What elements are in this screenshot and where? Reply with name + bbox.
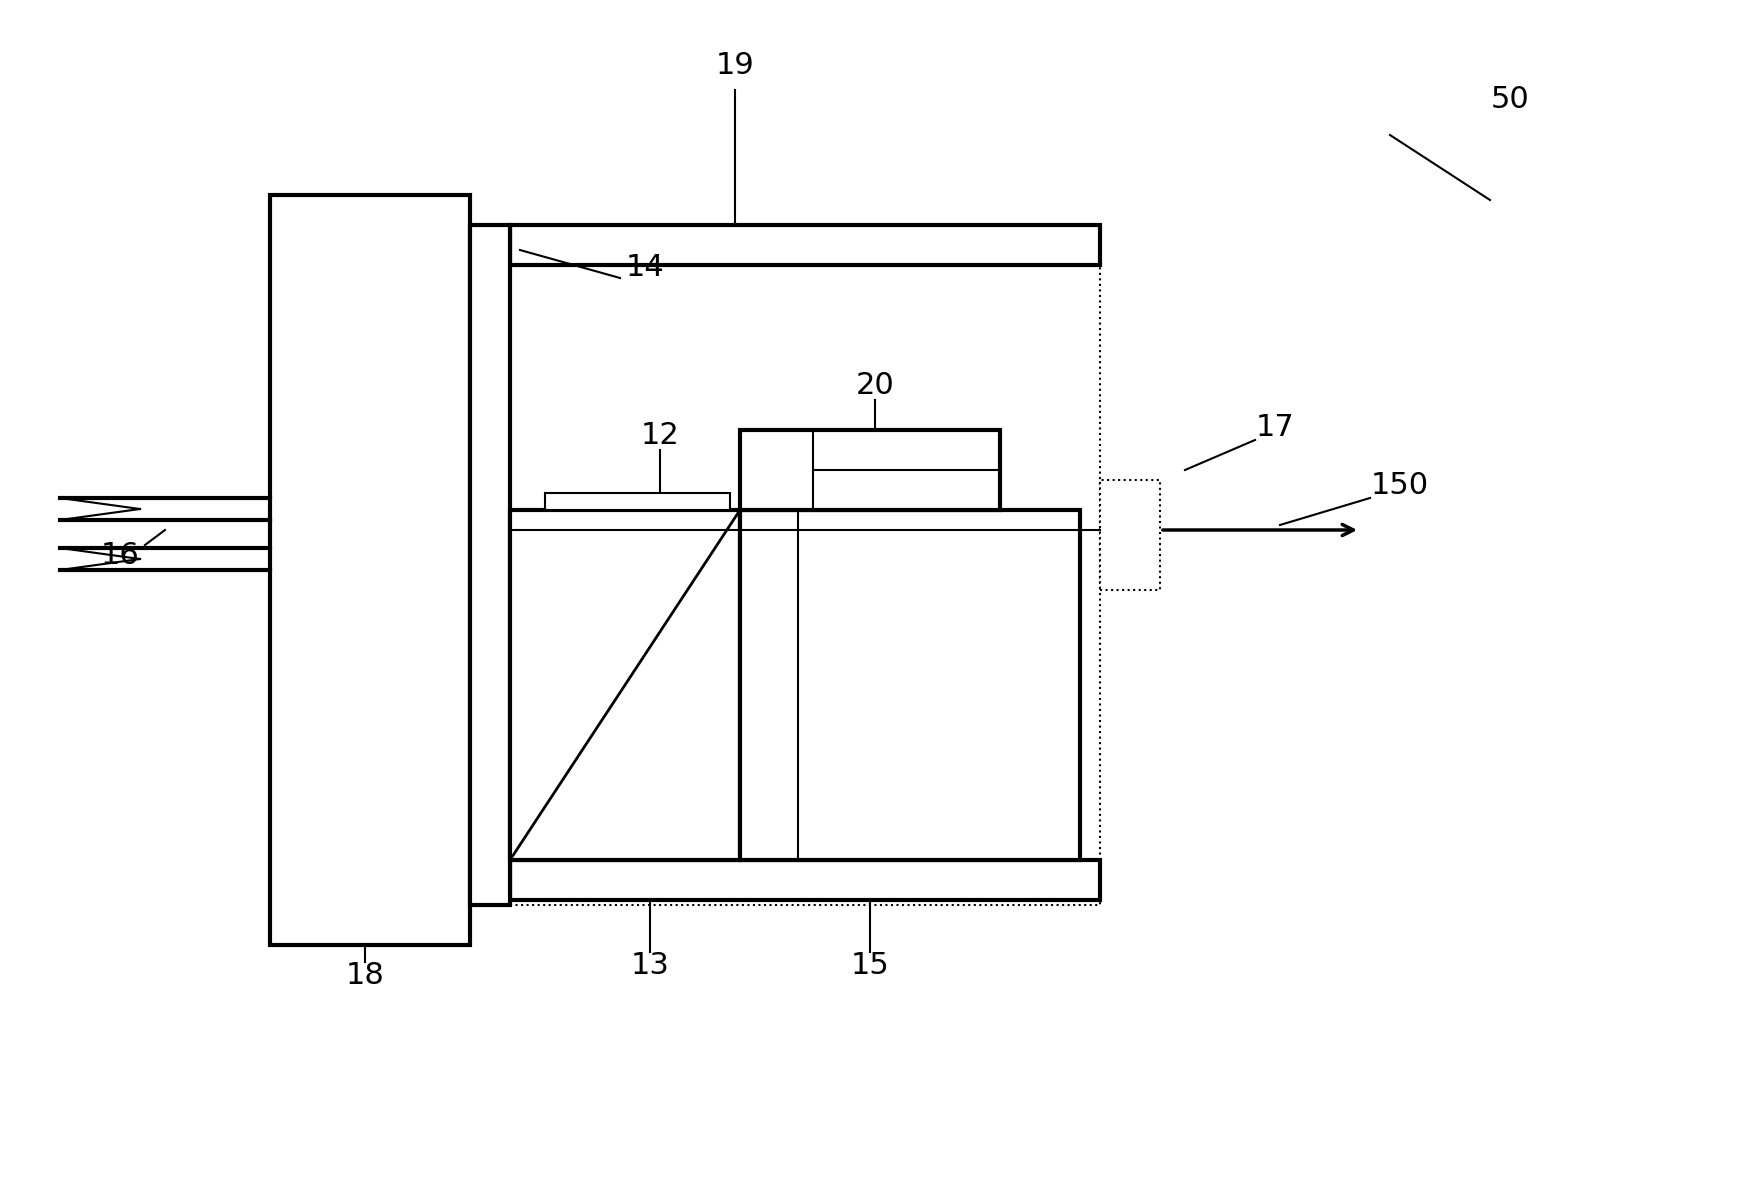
Text: 12: 12 bbox=[641, 420, 679, 450]
Text: 17: 17 bbox=[1256, 414, 1294, 443]
Text: 20: 20 bbox=[856, 371, 895, 400]
Text: 16: 16 bbox=[101, 540, 139, 569]
Bar bbox=[511, 509, 740, 860]
Text: 19: 19 bbox=[716, 50, 754, 80]
Bar bbox=[471, 225, 511, 905]
Bar bbox=[511, 225, 1100, 265]
Text: 13: 13 bbox=[631, 951, 669, 979]
Text: 150: 150 bbox=[1370, 470, 1430, 500]
Bar bbox=[740, 429, 1001, 509]
Bar bbox=[269, 194, 471, 945]
Bar bbox=[545, 493, 730, 509]
Text: 14: 14 bbox=[625, 253, 664, 283]
Text: 10A: 10A bbox=[591, 645, 650, 674]
Text: 18: 18 bbox=[346, 960, 384, 989]
Text: 50: 50 bbox=[1490, 86, 1529, 115]
Text: 15: 15 bbox=[851, 951, 889, 979]
Text: 10: 10 bbox=[575, 531, 615, 560]
Bar bbox=[1100, 480, 1160, 591]
Bar bbox=[740, 509, 1080, 860]
Bar bbox=[511, 860, 1100, 900]
Bar bbox=[511, 225, 1100, 905]
Text: 11: 11 bbox=[910, 645, 950, 674]
